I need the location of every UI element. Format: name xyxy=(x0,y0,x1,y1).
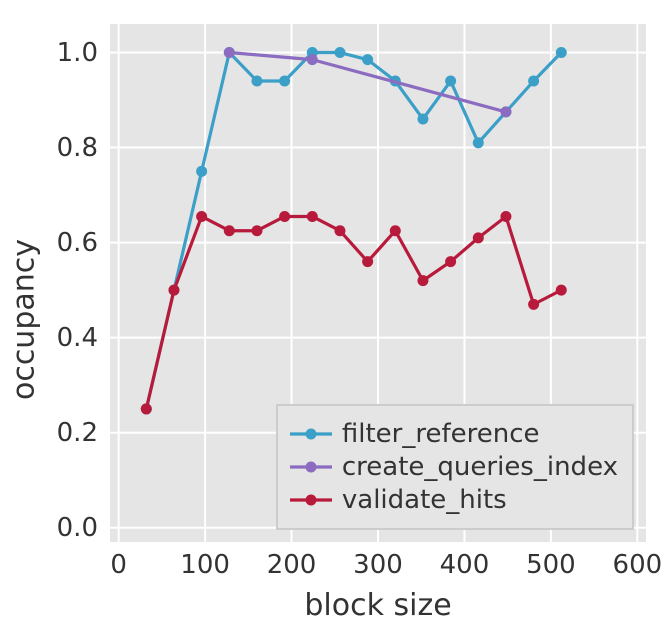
y-tick-label: 0.4 xyxy=(57,323,98,353)
legend-item: filter_reference xyxy=(290,419,618,449)
x-tick-label: 100 xyxy=(180,550,230,580)
y-tick-label: 0.8 xyxy=(57,133,98,163)
x-tick-label: 400 xyxy=(440,550,490,580)
legend-label: filter_reference xyxy=(342,419,540,449)
legend-swatch xyxy=(290,491,332,509)
legend-item: validate_hits xyxy=(290,485,618,515)
occupancy-chart: occupancy block size 0100200300400500600… xyxy=(0,0,666,639)
x-tick-label: 200 xyxy=(267,550,317,580)
legend-swatch xyxy=(290,458,332,476)
legend: filter_referencecreate_queries_indexvali… xyxy=(276,404,634,530)
x-tick-label: 0 xyxy=(110,550,127,580)
legend-item: create_queries_index xyxy=(290,452,618,482)
x-tick-label: 600 xyxy=(613,550,663,580)
y-tick-label: 0.6 xyxy=(57,228,98,258)
legend-label: validate_hits xyxy=(342,485,507,515)
y-tick-label: 1.0 xyxy=(57,38,98,68)
x-tick-label: 300 xyxy=(353,550,403,580)
x-tick-label: 500 xyxy=(526,550,576,580)
y-tick-label: 0.0 xyxy=(57,513,98,543)
y-tick-label: 0.2 xyxy=(57,418,98,448)
legend-swatch xyxy=(290,425,332,443)
x-axis-label: block size xyxy=(110,588,646,623)
legend-label: create_queries_index xyxy=(342,452,618,482)
